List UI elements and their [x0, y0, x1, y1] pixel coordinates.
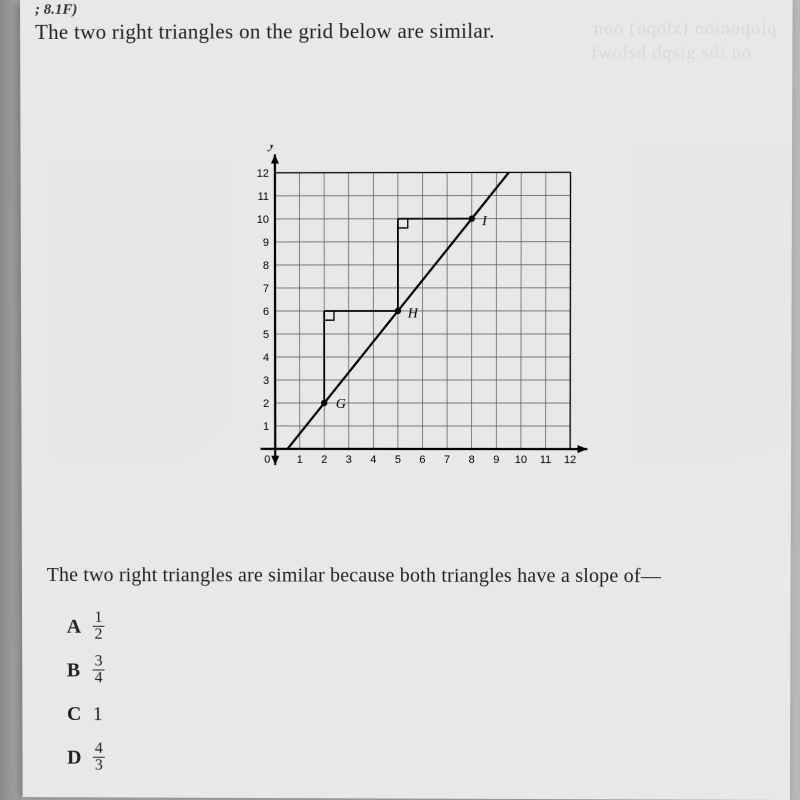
chart-svg: 1234567891011121234567891011120xyGHI [230, 144, 591, 485]
option-value: 12 [92, 609, 104, 644]
svg-text:8: 8 [469, 454, 475, 466]
svg-text:12: 12 [564, 454, 576, 466]
svg-text:3: 3 [263, 375, 269, 387]
svg-text:4: 4 [370, 454, 376, 466]
option-letter: B [67, 659, 93, 682]
option-B[interactable]: B34 [67, 653, 105, 689]
svg-text:11: 11 [540, 454, 551, 466]
option-D[interactable]: D43 [67, 740, 105, 776]
svg-text:G: G [336, 397, 346, 412]
svg-text:10: 10 [515, 454, 527, 466]
bleed-through-shape-right [630, 149, 792, 461]
svg-text:10: 10 [257, 214, 269, 226]
svg-text:0: 0 [264, 454, 270, 466]
svg-text:7: 7 [444, 454, 450, 466]
option-A[interactable]: A12 [67, 609, 105, 645]
svg-text:7: 7 [263, 283, 269, 295]
svg-text:11: 11 [258, 191, 269, 203]
svg-text:12: 12 [257, 168, 269, 180]
option-letter: D [67, 746, 93, 769]
svg-text:4: 4 [263, 352, 269, 364]
svg-text:1: 1 [297, 454, 303, 466]
bleed-through-shape-left [50, 160, 230, 460]
svg-text:y: y [267, 144, 276, 152]
coordinate-grid-chart: 1234567891011121234567891011120xyGHI [230, 144, 591, 485]
option-letter: C [67, 703, 93, 726]
svg-text:3: 3 [346, 454, 352, 466]
svg-text:5: 5 [263, 329, 269, 341]
option-value: 1 [93, 703, 103, 726]
svg-text:9: 9 [493, 454, 499, 466]
svg-text:8: 8 [263, 260, 269, 272]
svg-text:H: H [407, 306, 419, 321]
option-C[interactable]: C1 [67, 696, 105, 732]
option-value: 43 [93, 740, 105, 775]
option-letter: A [67, 615, 93, 638]
standard-tag: ; 8.1F) [35, 2, 77, 19]
svg-text:6: 6 [419, 454, 425, 466]
svg-text:9: 9 [263, 237, 269, 249]
question-prompt: The two right triangles on the grid belo… [35, 19, 495, 45]
option-value: 34 [93, 653, 105, 688]
bleed-through-text-2: fwolsd dqsig sdi no [591, 42, 752, 64]
svg-text:1: 1 [263, 421, 269, 433]
svg-text:2: 2 [321, 454, 327, 466]
svg-text:5: 5 [395, 454, 401, 466]
answer-options: A12B34C1D43 [67, 609, 105, 784]
conclusion-prompt: The two right triangles are similar beca… [47, 564, 661, 588]
svg-text:2: 2 [263, 398, 269, 410]
bleed-through-text-1: noo (oqolz) noinoqoiq [594, 18, 777, 40]
page-left-edge [0, 0, 22, 800]
svg-text:6: 6 [263, 306, 269, 318]
worksheet-page: ; 8.1F) The two right triangles on the g… [20, 0, 793, 800]
